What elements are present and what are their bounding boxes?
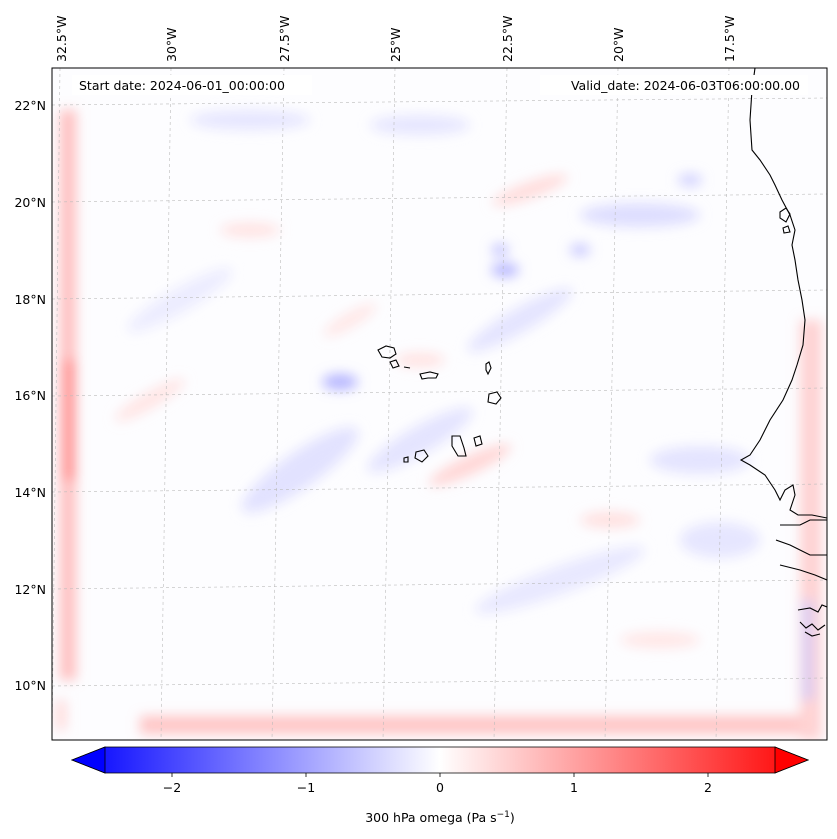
latitude-labels: 22°N 20°N 18°N 16°N 14°N 12°N 10°N (14, 98, 46, 693)
coastlines (739, 68, 827, 637)
fogo (414, 449, 429, 463)
colorbar-tick-m1: −1 (297, 780, 315, 795)
longitude-labels: 32.5°W 30°W 27.5°W 25°W 22.5°W 20°W 17.5… (54, 16, 737, 62)
lat-label-20n: 20°N (14, 195, 46, 210)
lon-label-17-5w: 17.5°W (722, 16, 737, 62)
sao-vicente (389, 359, 400, 369)
colorbar-extend-max (774, 746, 810, 774)
lat-label-18n: 18°N (14, 292, 46, 307)
colorbar-label: 300 hPa omega (Pa s−1) (365, 810, 515, 825)
valid-date-label: Valid_date: 2024-06-03T06:00:00.00 (571, 78, 800, 93)
senegal-gambia (775, 519, 827, 581)
colorbar-label-main: 300 hPa omega (Pa s (365, 810, 496, 825)
lon-label-27-5w: 27.5°W (277, 16, 292, 62)
island-1 (779, 207, 791, 223)
map-panel: Start date: 2024-06-01_00:00:00 Valid_da… (52, 68, 827, 740)
colorbar-tick-1: 1 (570, 780, 578, 795)
lon-label-30w: 30°W (164, 27, 179, 62)
colorbar-tick-2: 2 (704, 780, 712, 795)
graticule (52, 68, 827, 740)
santiago (451, 435, 467, 457)
colorbar-label-close: ) (510, 810, 515, 825)
lat-label-10n: 10°N (14, 678, 46, 693)
guinea-bissau (797, 604, 827, 637)
sao-nicolau (419, 371, 439, 380)
colorbar-tick-0: 0 (436, 780, 444, 795)
lon-label-20w: 20°W (611, 27, 626, 62)
lon-label-25w: 25°W (388, 27, 403, 62)
map-border (51, 67, 828, 741)
colorbar-label-sup: −1 (497, 810, 510, 820)
lat-label-16n: 16°N (14, 388, 46, 403)
colorbar-extend-min (70, 746, 106, 774)
lat-label-12n: 12°N (14, 582, 46, 597)
maio (473, 435, 483, 447)
colorbar: −2 −1 0 1 2 300 hPa omega (Pa s−1) (70, 746, 810, 825)
santo-antao (377, 345, 397, 359)
lon-label-32-5w: 32.5°W (54, 16, 69, 62)
brava (403, 456, 409, 463)
lon-label-22-5w: 22.5°W (500, 16, 515, 62)
lat-label-14n: 14°N (14, 485, 46, 500)
start-date-box (72, 75, 312, 95)
lat-label-22n: 22°N (14, 98, 46, 113)
colorbar-tick-m2: −2 (163, 780, 181, 795)
africa-coast (739, 68, 827, 519)
cape-verde-islands (377, 345, 502, 463)
colorbar-bar (70, 746, 810, 774)
boa-vista (487, 391, 502, 405)
valid-date-box (540, 75, 808, 95)
sal (485, 361, 492, 376)
start-date-label: Start date: 2024-06-01_00:00:00 (79, 78, 285, 93)
island-2 (782, 225, 791, 234)
santa-luzia (403, 366, 411, 369)
map-background (52, 68, 827, 740)
